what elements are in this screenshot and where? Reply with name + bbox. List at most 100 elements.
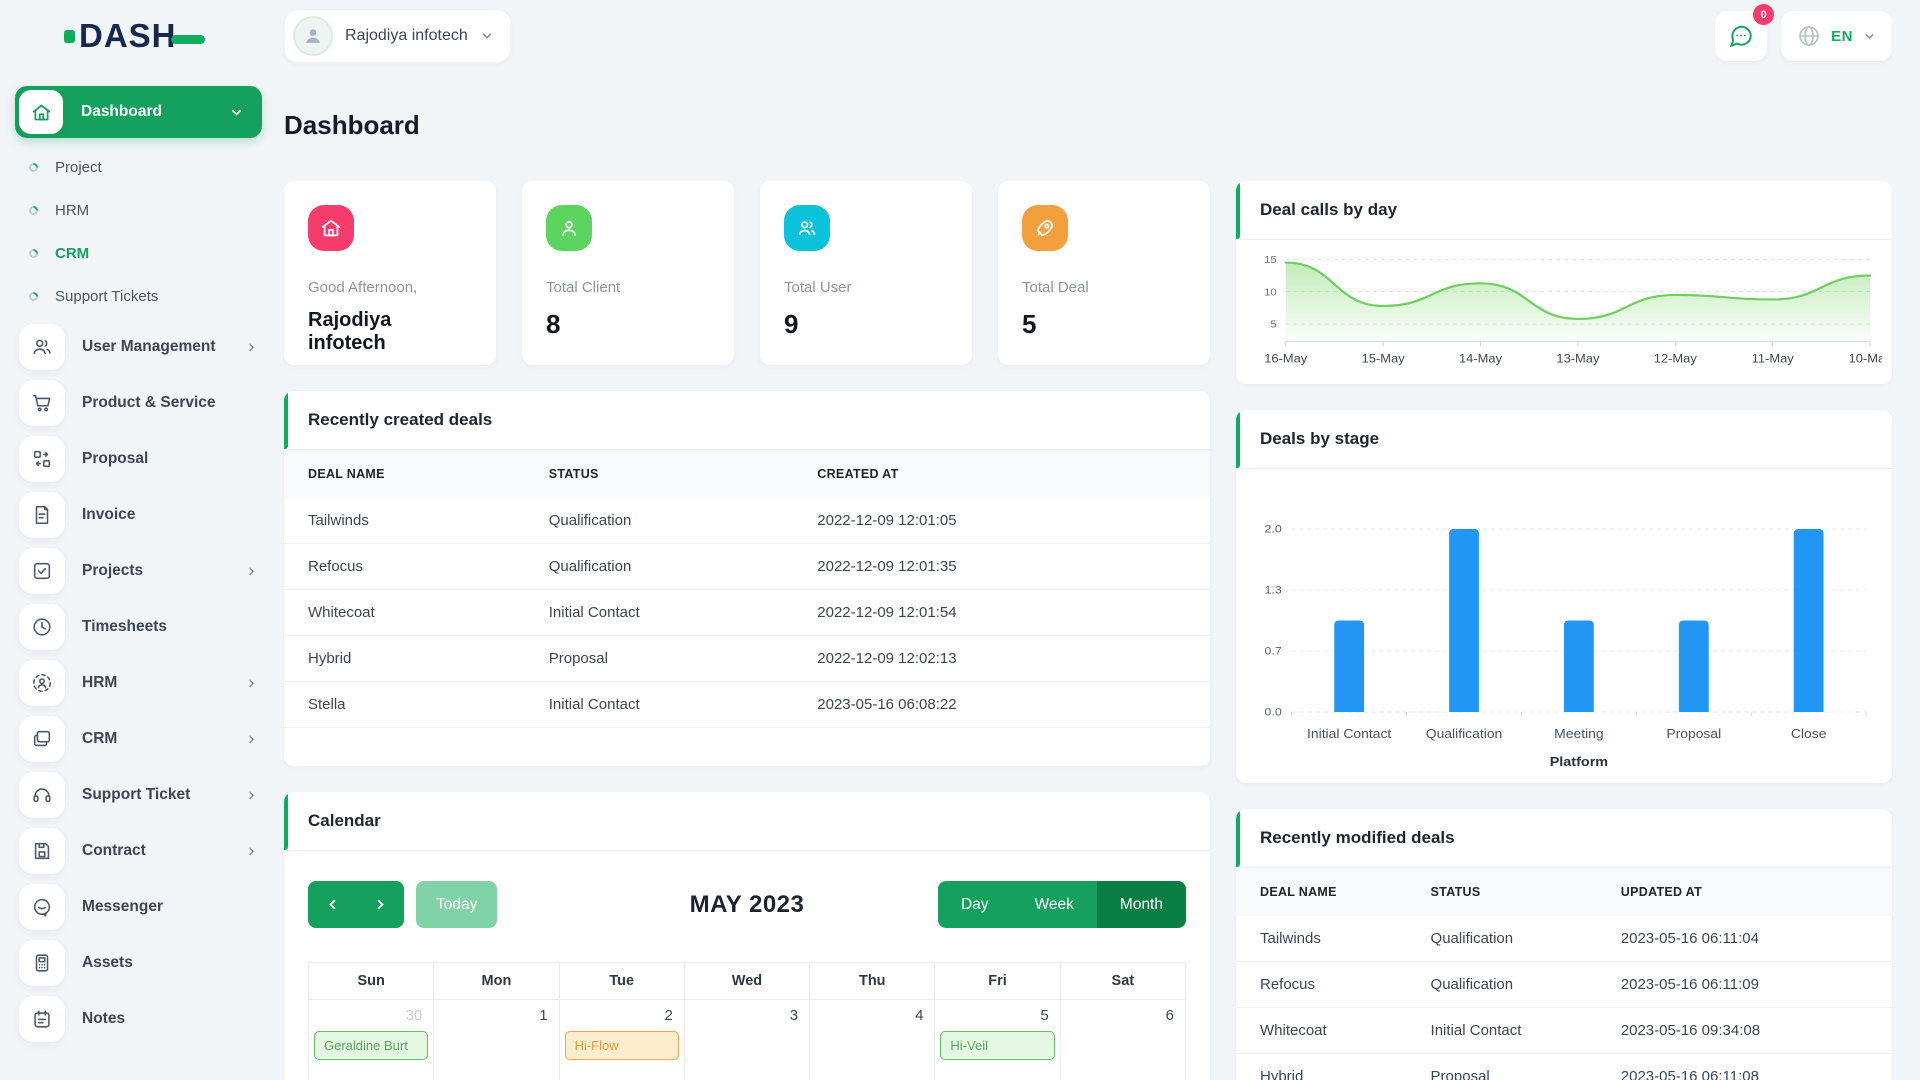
chevron-down-icon <box>231 109 242 116</box>
calendar-day-cell[interactable]: 2 Hi-Flow <box>558 999 685 1080</box>
sidebar-item-contract[interactable]: Contract <box>15 828 262 874</box>
sidebar-item-product-service[interactable]: Product & Service <box>15 380 262 426</box>
svg-text:12-May: 12-May <box>1654 352 1698 365</box>
home-icon <box>308 205 354 251</box>
logo-accent-dash-icon <box>170 34 205 44</box>
deal-calls-chart: 5 10 15 16-May 15-May 14-May 13-May 12-May 11-Ma… <box>1236 240 1892 384</box>
topbar: DASH Rajodiya infotech 0 EN <box>0 0 1920 72</box>
sidebar-item-support-ticket[interactable]: Support Ticket <box>15 772 262 818</box>
table-row[interactable]: Hybrid Proposal 2023-05-16 06:11:08 <box>1236 1053 1892 1080</box>
sidebar-item-timesheets[interactable]: Timesheets <box>15 604 262 650</box>
cell-deal-name: Tailwinds <box>284 498 525 544</box>
sidebar-item-label: CRM <box>82 730 118 747</box>
column-header: DEAL NAME <box>1236 868 1407 916</box>
calendar-event[interactable]: Hi-Veil <box>940 1031 1055 1060</box>
svg-text:11-May: 11-May <box>1752 352 1795 365</box>
calendar-next-button[interactable] <box>356 881 404 928</box>
home-icon <box>19 90 63 134</box>
sidebar-item-crm[interactable]: CRM <box>15 716 262 762</box>
calendar-event[interactable]: Geraldine Burt <box>314 1031 429 1060</box>
calendar-day-cell[interactable]: 3 <box>683 999 811 1080</box>
recently-modified-deals-table: DEAL NAME STATUS UPDATED AT Tailwinds Qu… <box>1236 868 1892 1080</box>
clock-icon <box>19 604 65 650</box>
bullet-icon <box>27 290 40 303</box>
calendar-day-cell[interactable]: 1 <box>433 999 560 1080</box>
chevron-right-icon <box>249 679 255 687</box>
language-selector[interactable]: EN <box>1781 11 1892 61</box>
calendar-day-cell[interactable]: 5 Hi-Veil <box>934 999 1061 1080</box>
weekday-header: Tue <box>558 962 685 1000</box>
cell-status: Proposal <box>1406 1053 1597 1080</box>
table-row[interactable]: Hybrid Proposal 2022-12-09 12:02:13 <box>284 635 1210 682</box>
table-row[interactable]: Refocus Qualification 2023-05-16 06:11:0… <box>1236 961 1892 1008</box>
calendar-day-cell[interactable]: 4 <box>809 999 936 1080</box>
chat-bubble-icon <box>1729 25 1752 48</box>
table-row[interactable]: Tailwinds Qualification 2022-12-09 12:01… <box>284 498 1210 544</box>
calendar-prev-button[interactable] <box>308 881 356 928</box>
chevron-right-icon <box>249 847 255 855</box>
cell-deal-name: Whitecoat <box>284 589 525 636</box>
notes-icon <box>19 996 65 1042</box>
stat-value: Rajodiya infotech <box>308 309 392 354</box>
calendar-view-day[interactable]: Day <box>937 881 1012 928</box>
recently-created-deals-table: DEAL NAME STATUS CREATED AT Tailwinds Qu… <box>284 450 1210 728</box>
calendar-view-week[interactable]: Week <box>1011 881 1097 928</box>
messages-button[interactable]: 0 <box>1715 4 1775 61</box>
sidebar-subitem-project[interactable]: Project <box>27 146 262 189</box>
sidebar-item-label: Support Ticket <box>82 786 191 803</box>
sidebar-item-messenger[interactable]: Messenger <box>15 884 262 930</box>
sidebar-subitem-hrm[interactable]: HRM <box>27 189 262 232</box>
svg-text:Meeting: Meeting <box>1554 727 1603 741</box>
stat-value: 9 <box>784 309 799 339</box>
cell-created-at: 2023-05-16 06:08:22 <box>793 681 1210 728</box>
workspace-selector[interactable]: Rajodiya infotech <box>284 9 511 63</box>
svg-text:Proposal: Proposal <box>1666 727 1721 741</box>
sidebar-item-invoice[interactable]: Invoice <box>15 492 262 538</box>
person-icon <box>306 29 320 43</box>
stats-row: Good Afternoon, Rajodiya infotech Total … <box>284 181 1210 365</box>
recently-created-deals-card: Recently created deals DEAL NAME STATUS … <box>284 391 1210 766</box>
table-row[interactable]: Whitecoat Initial Contact 2023-05-16 09:… <box>1236 1007 1892 1054</box>
svg-text:14-May: 14-May <box>1459 352 1503 365</box>
deal-calls-by-day-card: Deal calls by day 5 10 15 16-May 15-May 14-Ma… <box>1236 181 1892 384</box>
proposal-icon <box>19 436 65 482</box>
calendar-date: 6 <box>1165 1007 1174 1024</box>
calendar-view-month[interactable]: Month <box>1096 881 1186 928</box>
sidebar-item-assets[interactable]: Assets <box>15 940 262 986</box>
logo-area: DASH <box>0 17 284 55</box>
table-row[interactable]: Refocus Qualification 2022-12-09 12:01:3… <box>284 543 1210 590</box>
stat-label: Good Afternoon, <box>308 279 418 296</box>
chevron-right-icon <box>249 791 255 799</box>
cell-updated-at: 2023-05-16 09:34:08 <box>1596 1007 1892 1054</box>
calculator-icon <box>19 940 65 986</box>
sidebar-item-projects[interactable]: Projects <box>15 548 262 594</box>
sidebar-subitem-support-tickets[interactable]: Support Tickets <box>27 275 262 318</box>
table-row[interactable]: Whitecoat Initial Contact 2022-12-09 12:… <box>284 589 1210 636</box>
calendar-today-button[interactable]: Today <box>416 881 498 928</box>
table-row[interactable]: Tailwinds Qualification 2023-05-16 06:11… <box>1236 916 1892 962</box>
card-header: Calendar <box>284 792 1210 851</box>
stat-value: 5 <box>1022 309 1037 339</box>
main-content: Dashboard Good Afternoon, Rajodiya infot… <box>284 72 1920 1080</box>
table-row[interactable]: Stella Initial Contact 2023-05-16 06:08:… <box>284 681 1210 728</box>
sidebar-subitem-crm[interactable]: CRM <box>27 232 262 275</box>
calendar-event[interactable]: Hi-Flow <box>564 1031 679 1060</box>
sidebar-item-hrm[interactable]: HRM <box>15 660 262 706</box>
bullet-icon <box>27 247 40 260</box>
svg-text:16-May: 16-May <box>1264 352 1308 365</box>
brand-logo[interactable]: DASH <box>64 17 205 55</box>
sidebar-item-user-management[interactable]: User Management <box>15 324 262 370</box>
column-header: UPDATED AT <box>1596 868 1892 916</box>
sidebar-item-dashboard[interactable]: Dashboard <box>15 86 262 138</box>
sidebar-item-label: Proposal <box>82 450 149 467</box>
calendar-day-cell[interactable]: 30 Geraldine Burt <box>307 999 435 1080</box>
card-title: Recently created deals <box>308 410 493 429</box>
sidebar-item-proposal[interactable]: Proposal <box>15 436 262 482</box>
calendar-month-title: MAY 2023 <box>689 890 805 918</box>
sidebar-item-notes[interactable]: Notes <box>15 996 262 1042</box>
notification-badge: 0 <box>1753 4 1775 25</box>
projects-icon <box>19 548 65 594</box>
cell-updated-at: 2023-05-16 06:11:04 <box>1596 916 1892 962</box>
sidebar: Dashboard Project HRM CRM Support Ticket… <box>0 72 284 1052</box>
calendar-day-cell[interactable]: 6 <box>1059 999 1187 1080</box>
